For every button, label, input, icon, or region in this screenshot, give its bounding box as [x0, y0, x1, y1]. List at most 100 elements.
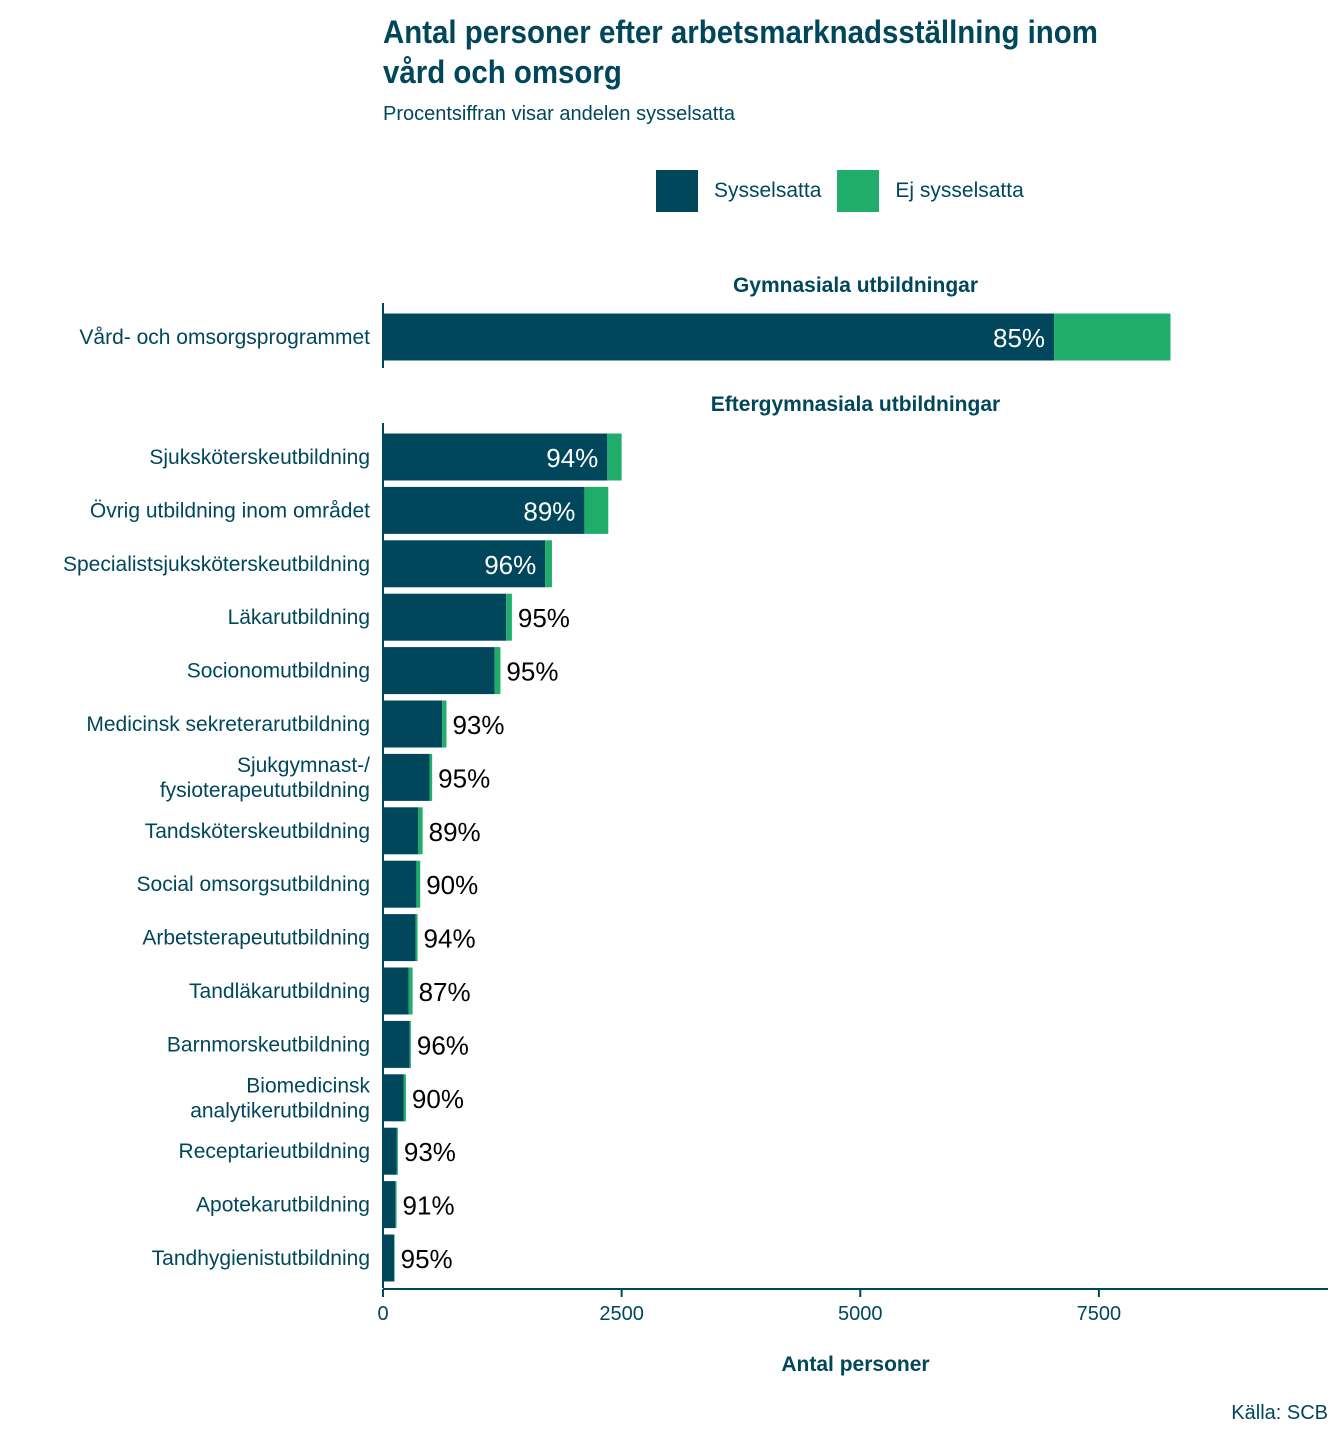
- percent-label-1-12: 90%: [412, 1084, 464, 1114]
- bar-not-employed-1-11: [409, 1020, 411, 1068]
- category-label-line: Biomedicinsk: [246, 1074, 370, 1097]
- bar-employed-1-3: [383, 593, 507, 641]
- bar-employed-1-7: [383, 807, 419, 855]
- chart-title-line-1: Antal personer efter arbetsmarknadsställ…: [383, 14, 1098, 50]
- percent-label-1-2: 96%: [484, 550, 536, 580]
- bar-not-employed-1-13: [396, 1127, 398, 1175]
- bar-employed-1-11: [383, 1020, 410, 1068]
- percent-label-1-4: 95%: [506, 657, 558, 687]
- category-label-1-8: Social omsorgsutbildning: [137, 873, 370, 896]
- bar-employed-1-4: [383, 647, 495, 695]
- chart-title: Antal personer efter arbetsmarknadsställ…: [383, 12, 1211, 92]
- category-label-1-12: Biomedicinsk analytikerutbildning: [190, 1074, 370, 1122]
- bar-employed-1-14: [383, 1181, 396, 1229]
- bar-not-employed-1-5: [442, 700, 447, 748]
- percent-label-1-1: 89%: [523, 496, 575, 526]
- bar-not-employed-1-6: [429, 753, 433, 801]
- category-label-1-3: Läkarutbildning: [228, 606, 370, 629]
- category-label-1-14: Apotekarutbildning: [196, 1194, 370, 1217]
- bar-not-employed-1-15: [393, 1234, 395, 1282]
- category-label-line: Receptarieutbildning: [179, 1140, 370, 1163]
- bar-not-employed-1-2: [545, 540, 552, 588]
- x-tick-label-2: 5000: [838, 1303, 883, 1325]
- category-label-1-7: Tandsköterskeutbildning: [145, 820, 370, 843]
- legend-label-not-employed: Ej sysselsatta: [895, 179, 1024, 202]
- category-label-line: Övrig utbildning inom området: [90, 499, 370, 522]
- bar-employed-1-10: [383, 967, 409, 1015]
- percent-label-1-14: 91%: [403, 1191, 455, 1221]
- bar-not-employed-1-1: [584, 486, 609, 534]
- legend-label-employed: Sysselsatta: [714, 179, 822, 202]
- bar-employed-1-0: [383, 433, 608, 481]
- legend-item-not-employed: Ej sysselsatta: [837, 170, 1024, 212]
- source-note: Källa: SCB: [1231, 1402, 1328, 1424]
- percent-label-1-15: 95%: [401, 1244, 453, 1274]
- category-label-line: Social omsorgsutbildning: [137, 873, 370, 896]
- bar-not-employed-1-0: [607, 433, 622, 481]
- percent-label-1-5: 93%: [452, 710, 504, 740]
- category-label-line: Arbetsterapeututbildning: [142, 927, 370, 950]
- category-label-1-6: Sjukgymnast-/fysioterapeututbildning: [160, 754, 370, 802]
- category-label-1-10: Tandläkarutbildning: [189, 980, 370, 1003]
- x-axis-title: Antal personer: [781, 1353, 929, 1376]
- bar-not-employed-0-0: [1054, 313, 1171, 361]
- percent-label-1-10: 87%: [419, 977, 471, 1007]
- percent-label-1-11: 96%: [417, 1030, 469, 1060]
- category-label-line: Specialistsjuksköterskeutbildning: [63, 553, 370, 576]
- panel-title-0: Gymnasiala utbildningar: [733, 274, 978, 297]
- legend-swatch-not-employed: [837, 170, 880, 212]
- category-label-line: Tandsköterskeutbildning: [145, 820, 370, 843]
- panel-title-1: Eftergymnasiala utbildningar: [711, 393, 1000, 416]
- bar-not-employed-1-10: [408, 967, 413, 1015]
- x-tick-label-3: 7500: [1077, 1303, 1122, 1325]
- category-label-0-0: Vård- och omsorgsprogrammet: [79, 326, 370, 349]
- bar-employed-1-5: [383, 700, 443, 748]
- bar-employed-1-9: [383, 914, 416, 962]
- category-label-line: Vård- och omsorgsprogrammet: [79, 326, 370, 349]
- percent-label-1-7: 89%: [429, 817, 481, 847]
- category-label-line: fysioterapeututbildning: [160, 779, 370, 802]
- bar-employed-1-6: [383, 753, 430, 801]
- bar-employed-1-13: [383, 1127, 397, 1175]
- bar-not-employed-1-12: [403, 1074, 406, 1122]
- bar-employed-1-12: [383, 1074, 404, 1122]
- legend-swatch-employed: [656, 170, 698, 212]
- bar-employed-0-0: [383, 313, 1055, 361]
- legend: Sysselsatta Ej sysselsatta: [656, 170, 1040, 212]
- percent-label-1-6: 95%: [438, 763, 490, 793]
- category-label-line: Barnmorskeutbildning: [167, 1033, 370, 1056]
- bar-employed-1-8: [383, 860, 417, 908]
- category-label-1-11: Barnmorskeutbildning: [167, 1033, 370, 1056]
- category-label-1-2: Specialistsjuksköterskeutbildning: [63, 553, 370, 576]
- category-label-line: Sjuksköterskeutbildning: [149, 446, 370, 469]
- percent-label-1-9: 94%: [424, 924, 476, 954]
- bar-not-employed-1-14: [395, 1181, 397, 1229]
- category-label-1-5: Medicinsk sekreterarutbildning: [86, 713, 370, 736]
- bar-not-employed-1-3: [506, 593, 512, 641]
- bar-not-employed-1-4: [494, 647, 501, 695]
- bar-not-employed-1-8: [416, 860, 421, 908]
- category-label-line: Läkarutbildning: [228, 606, 370, 629]
- bar-employed-1-2: [383, 540, 546, 588]
- category-label-1-4: Socionomutbildning: [187, 660, 370, 683]
- category-label-line: Tandhygienistutbildning: [152, 1247, 370, 1270]
- chart-title-line-2: vård och omsorg: [383, 54, 622, 90]
- category-label-line: Medicinsk sekreterarutbildning: [86, 713, 370, 736]
- category-label-line: analytikerutbildning: [190, 1099, 370, 1122]
- x-tick-label-0: 0: [377, 1303, 388, 1325]
- chart-subtitle: Procentsiffran visar andelen sysselsatta: [383, 103, 736, 125]
- percent-label-1-8: 90%: [426, 870, 478, 900]
- bar-not-employed-1-7: [418, 807, 423, 855]
- percent-label-1-13: 93%: [404, 1137, 456, 1167]
- category-label-1-0: Sjuksköterskeutbildning: [149, 446, 370, 469]
- category-label-line: Tandläkarutbildning: [189, 980, 370, 1003]
- category-label-1-13: Receptarieutbildning: [179, 1140, 370, 1163]
- category-label-1-9: Arbetsterapeututbildning: [142, 927, 370, 950]
- category-label-line: Socionomutbildning: [187, 660, 370, 683]
- category-label-1-15: Tandhygienistutbildning: [152, 1247, 370, 1270]
- bar-employed-1-15: [383, 1234, 394, 1282]
- percent-label-0-0: 85%: [993, 323, 1045, 353]
- category-label-line: Apotekarutbildning: [196, 1194, 370, 1217]
- bar-employed-1-1: [383, 486, 585, 534]
